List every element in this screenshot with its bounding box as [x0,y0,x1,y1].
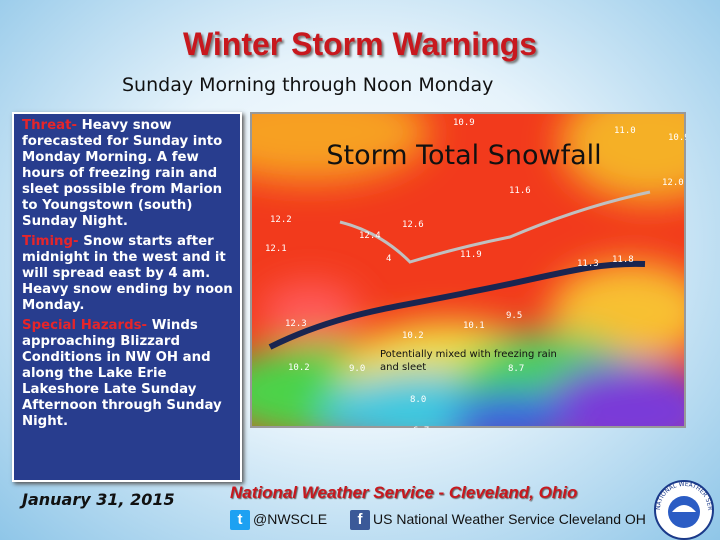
facebook-page: US National Weather Service Cleveland OH [373,511,646,527]
section-text: Snow starts after midnight in the west a… [22,234,233,313]
snow-amount: 8.0 [410,395,426,405]
subtitle: Sunday Morning through Noon Monday [122,74,494,96]
snow-amount: 10.9 [453,118,475,128]
snow-amount: 10.1 [463,321,485,331]
snow-amount: 12.0 [662,178,684,188]
sidebar-section: Special Hazards- Winds approaching Blizz… [22,318,236,430]
snow-amount: 12.4 [359,231,381,241]
snow-amount: 4 [386,254,391,264]
section-text: Heavy snow forecasted for Sunday into Mo… [22,118,223,229]
sidebar-section: Timing- Snow starts after midnight in th… [22,234,236,314]
snow-amount: 9.0 [349,364,365,374]
section-label: Threat- [22,118,77,133]
snow-amount: 11.3 [577,259,599,269]
snowfall-map: Storm Total Snowfall Potentially mixed w… [250,112,686,428]
sidebar: Threat- Heavy snow forecasted for Sunday… [12,112,242,482]
snow-amount: 8.7 [508,364,524,374]
nws-logo: NATIONAL WEATHER SERVICE [652,478,714,540]
section-label: Special Hazards- [22,318,148,333]
snow-amount: 11.6 [509,186,531,196]
date: January 31, 2015 [22,490,175,509]
section-label: Timing- [22,234,79,249]
snow-amount: 10.2 [402,331,424,341]
twitter: t @NWSCLE [230,508,328,531]
snow-amount: 6.7 [413,426,429,428]
snow-amount: 10.9 [668,133,686,143]
twitter-handle: @NWSCLE [253,511,328,527]
snow-amount: 11.8 [612,255,634,265]
map-note: Potentially mixed with freezing rain and … [380,349,557,373]
snow-amount: 10.2 [288,363,310,373]
map-title: Storm Total Snowfall [326,140,601,171]
snow-amount: 9.5 [506,311,522,321]
snow-amount: 11.9 [460,250,482,260]
title: Winter Storm Warnings [182,26,538,62]
facebook: f US National Weather Service Cleveland O… [350,508,646,531]
snow-amount: 12.6 [402,220,424,230]
snow-amount: 12.3 [285,319,307,329]
snow-amount: 12.1 [265,244,287,254]
sidebar-section: Threat- Heavy snow forecasted for Sunday… [22,118,236,230]
snow-amount: 12.2 [270,215,292,225]
snow-amount: 11.0 [614,126,636,136]
section-text: Winds approaching Blizzard Conditions in… [22,318,222,429]
office-name: National Weather Service - Cleveland, Oh… [230,483,578,502]
